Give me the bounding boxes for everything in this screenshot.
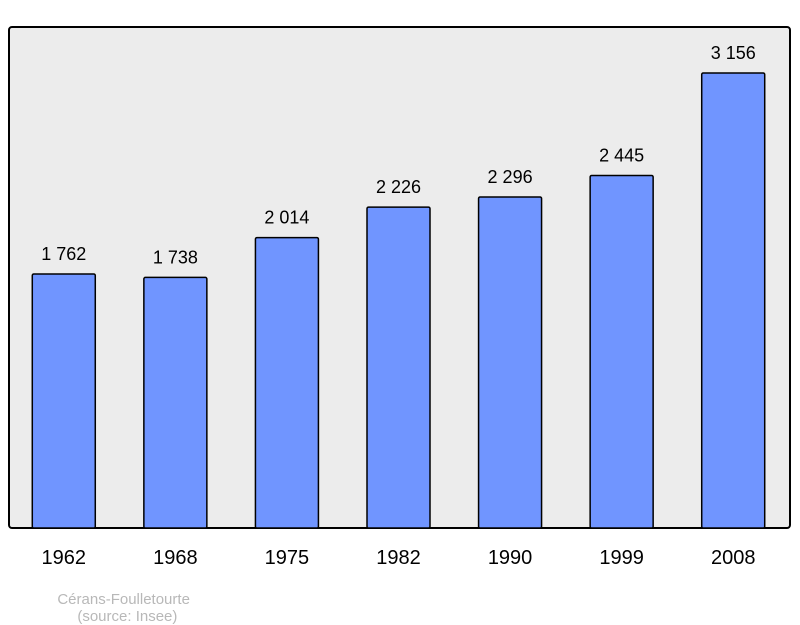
- x-tick-label-1968: 1968: [153, 547, 198, 569]
- bar-1962: [31, 273, 97, 529]
- x-tick-label-1962: 1962: [42, 547, 87, 569]
- data-label-1975: 2 014: [264, 208, 309, 228]
- footer-place: Cérans-Foulletourte: [57, 591, 190, 608]
- bar-1990: [477, 196, 543, 529]
- footer-caption: Cérans-Foulletourte (source: Insee): [49, 574, 190, 625]
- x-tick-label-1982: 1982: [376, 547, 421, 569]
- bar-1975: [254, 236, 320, 529]
- x-tick-label-2008: 2008: [711, 547, 756, 569]
- x-tick-label-1975: 1975: [265, 547, 310, 569]
- data-label-1999: 2 445: [599, 145, 644, 165]
- data-label-1962: 1 762: [41, 244, 86, 264]
- x-tick-label-1990: 1990: [488, 547, 533, 569]
- footer-source: (source: Insee): [77, 608, 178, 625]
- population-bar-chart: 1 762 1 738 2 014 2 226 2 296 2 445 3 156 1962…: [8, 26, 791, 569]
- data-label-2008: 3 156: [711, 43, 756, 63]
- bar-2008: [700, 72, 766, 529]
- data-label-1982: 2 226: [376, 177, 421, 197]
- bar-1982: [366, 206, 431, 529]
- bar-1968: [143, 276, 208, 529]
- data-label-1968: 1 738: [153, 247, 198, 267]
- x-tick-label-1999: 1999: [599, 547, 644, 569]
- data-label-1990: 2 296: [488, 167, 533, 187]
- bar-1999: [589, 174, 654, 529]
